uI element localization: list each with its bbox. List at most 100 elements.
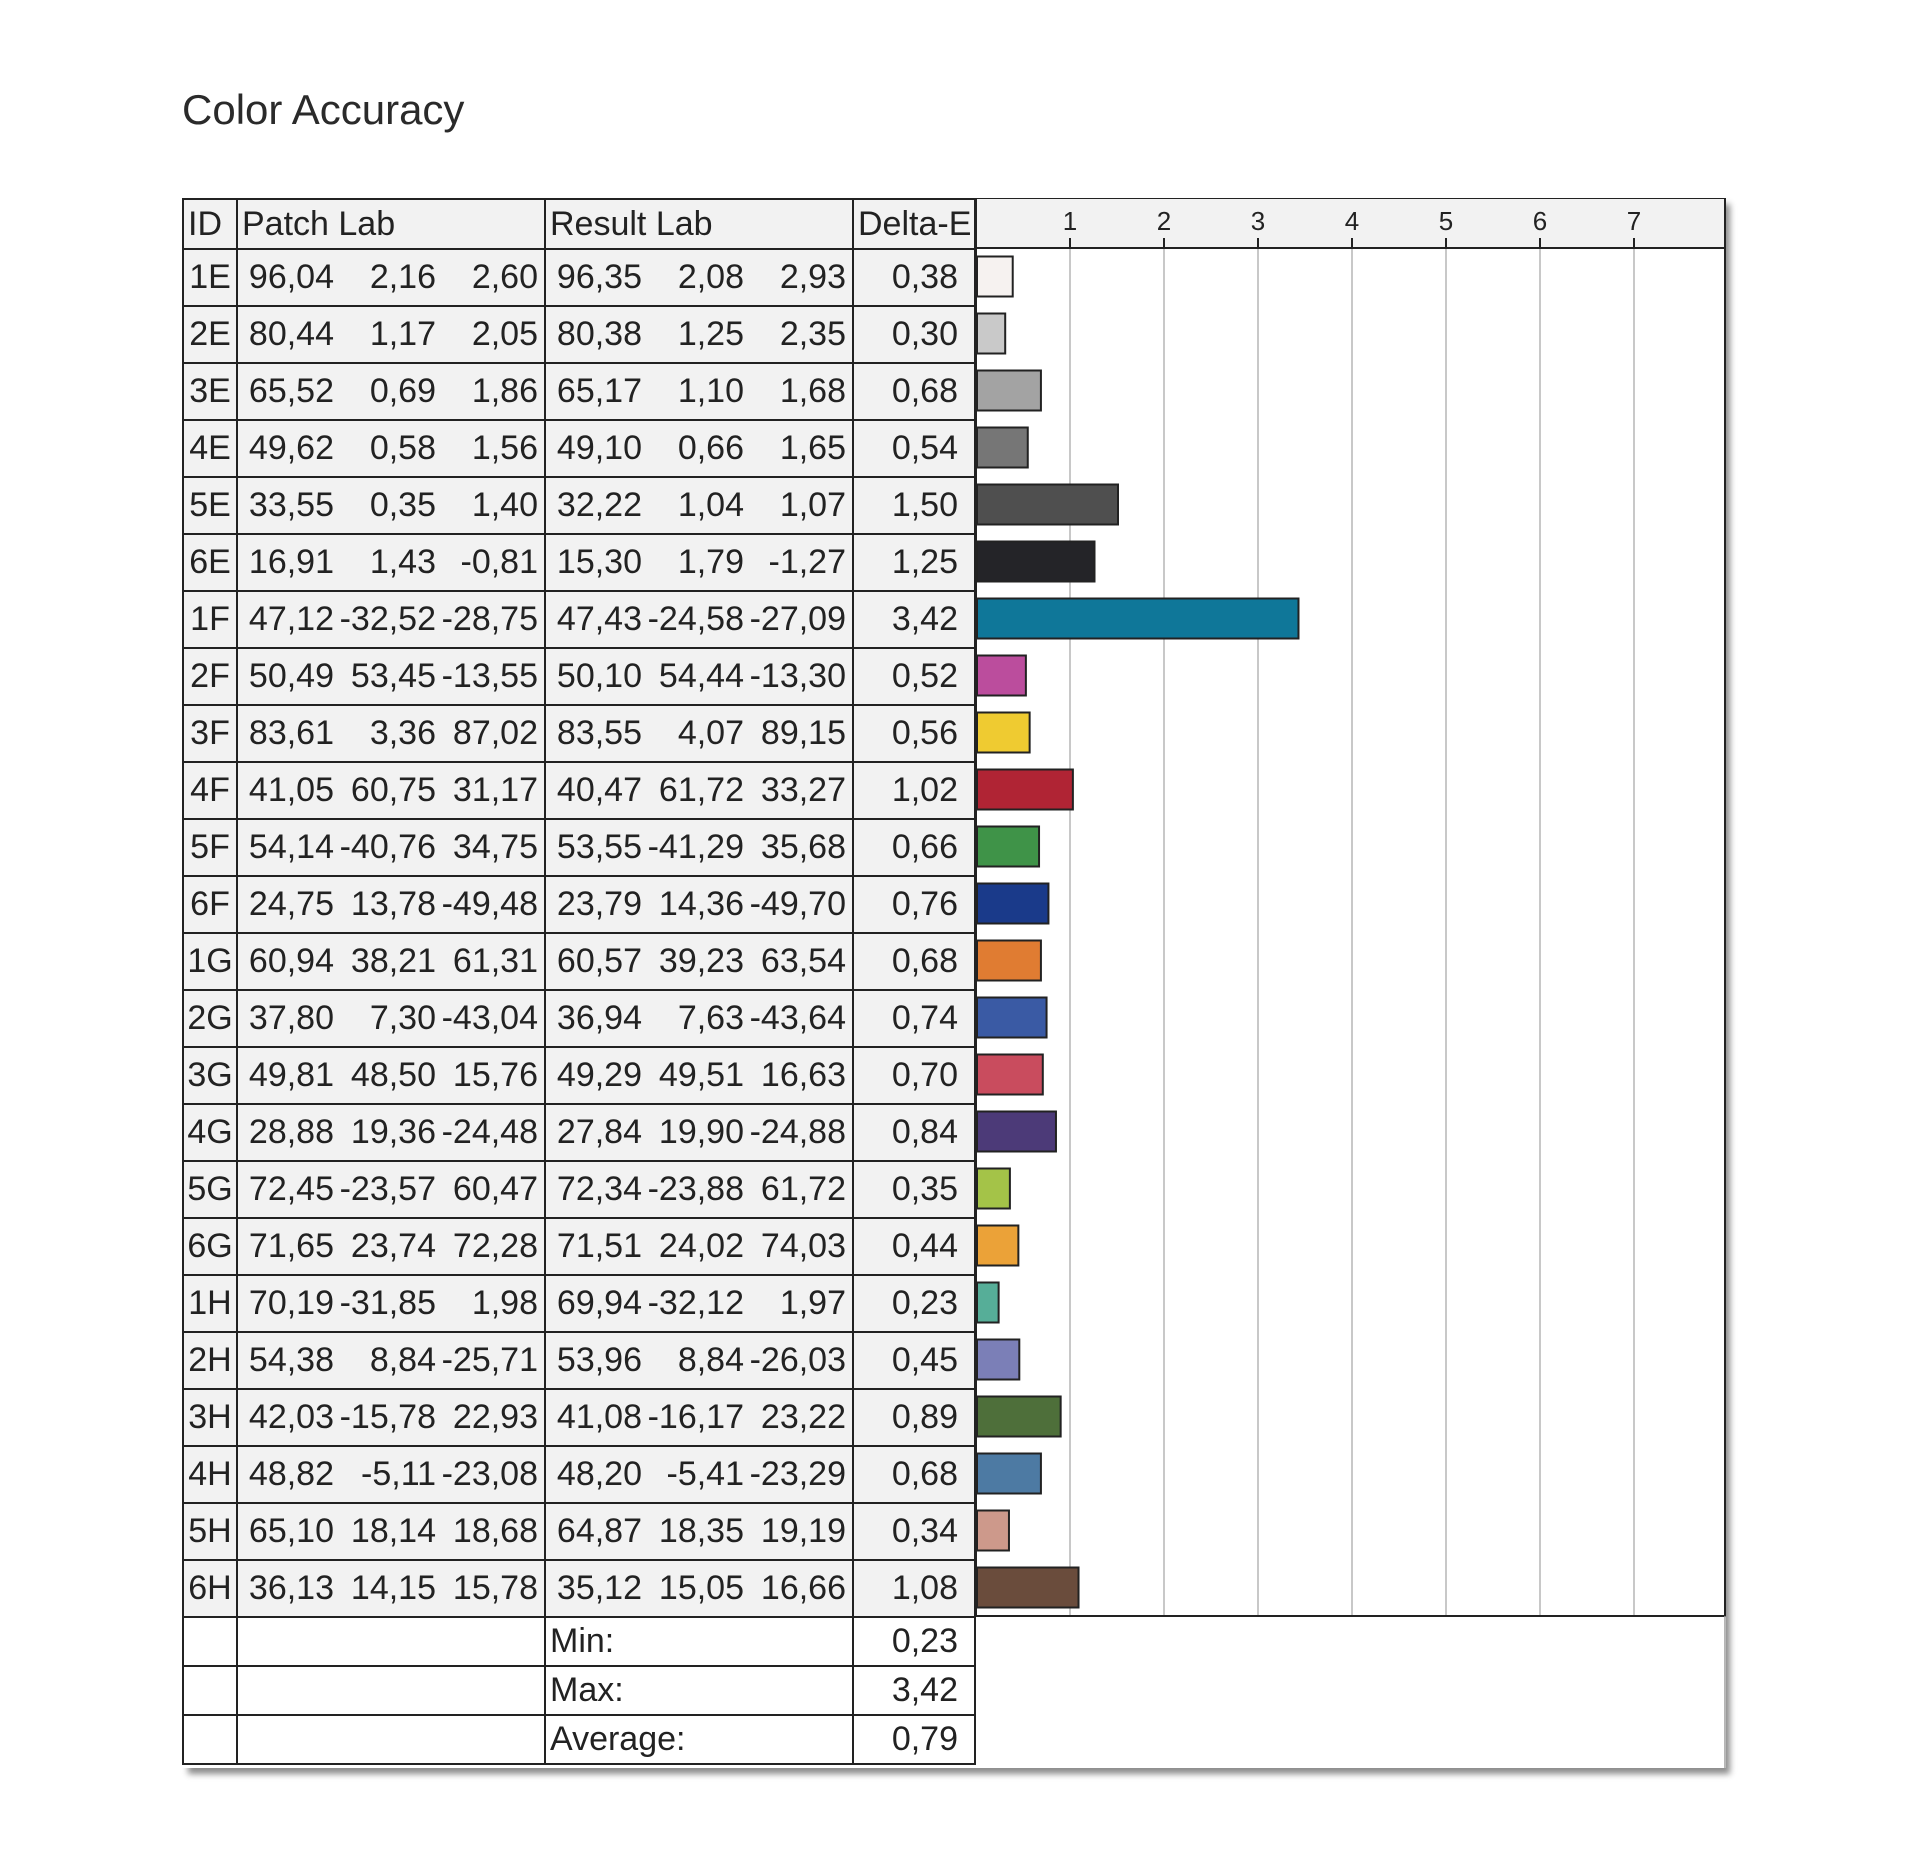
result-lab-value: 16,63 (760, 1056, 846, 1094)
result-lab-value: 53,96 (556, 1341, 642, 1379)
patch-lab-value: 24,75 (248, 885, 334, 923)
patch-lab-values: 50,49 53,45 -13,55 (239, 650, 543, 703)
result-lab-value: 41,08 (556, 1398, 642, 1436)
result-lab-values: 27,84 19,90 -24,88 (547, 1106, 851, 1159)
header-row: ID Patch Lab Result Lab Delta-E (182, 198, 976, 250)
result-lab-values: 96,35 2,08 2,93 (547, 251, 851, 304)
patch-id-cell: 2E (182, 305, 238, 364)
delta-e-bar (976, 1566, 1080, 1609)
patch-lab-value: 0,58 (369, 429, 436, 467)
patch-lab-value: 16,91 (248, 543, 334, 581)
patch-lab-values: 49,62 0,58 1,56 (239, 422, 543, 475)
color-accuracy-table: ID Patch Lab Result Lab Delta-E 1E 96,04 2… (182, 198, 976, 1765)
patch-lab-value: -5,11 (361, 1455, 436, 1493)
header-id: ID (182, 198, 238, 250)
result-lab-value: 15,30 (556, 543, 642, 581)
result-lab-values: 35,12 15,05 16,66 (547, 1562, 851, 1615)
patch-id-cell: 3H (182, 1388, 238, 1447)
tick-label: 4 (1345, 206, 1359, 236)
patch-lab-values: 96,04 2,16 2,60 (239, 251, 543, 304)
patch-lab-value: 0,69 (369, 372, 436, 410)
patch-lab-cell: 80,44 1,17 2,05 (236, 305, 546, 364)
delta-e-cell: 0,84 (852, 1103, 976, 1162)
patch-id-cell: 4H (182, 1445, 238, 1504)
delta-e-bar (976, 312, 1007, 355)
patch-id-cell: 5G (182, 1160, 238, 1219)
result-lab-value: 15,05 (658, 1569, 744, 1607)
patch-lab-values: 41,05 60,75 31,17 (239, 764, 543, 817)
result-lab-value: 1,25 (677, 315, 744, 353)
patch-lab-value: 13,78 (350, 885, 436, 923)
patch-lab-value: 72,45 (248, 1170, 334, 1208)
summary-value: 3,42 (852, 1665, 976, 1716)
result-lab-values: 69,94 -32,12 1,97 (547, 1277, 851, 1330)
patch-lab-values: 71,65 23,74 72,28 (239, 1220, 543, 1273)
patch-lab-value: -24,48 (441, 1113, 538, 1151)
patch-lab-value: 31,17 (452, 771, 538, 809)
delta-e-cell: 1,02 (852, 761, 976, 820)
patch-lab-values: 70,19 -31,85 1,98 (239, 1277, 543, 1330)
patch-lab-value: -23,08 (441, 1455, 538, 1493)
patch-id-cell: 5H (182, 1502, 238, 1561)
patch-lab-value: 54,14 (248, 828, 334, 866)
result-lab-value: -16,17 (647, 1398, 744, 1436)
table-row: 3E 65,52 0,69 1,86 65,17 1,10 1,68 0,68 (182, 362, 976, 421)
patch-lab-value: -0,81 (460, 543, 539, 581)
patch-lab-value: 22,93 (452, 1398, 538, 1436)
delta-e-bar (976, 255, 1014, 298)
result-lab-value: 64,87 (556, 1512, 642, 1550)
chart-title: Color Accuracy (182, 86, 465, 133)
table-row: 4G 28,88 19,36 -24,48 27,84 19,90 -24,88 0,84 (182, 1103, 976, 1162)
patch-lab-value: 1,17 (369, 315, 436, 353)
patch-lab-cell: 48,82 -5,11 -23,08 (236, 1445, 546, 1504)
delta-e-bar (976, 768, 1074, 811)
result-lab-value: 19,19 (760, 1512, 846, 1550)
patch-lab-values: 24,75 13,78 -49,48 (239, 878, 543, 931)
result-lab-values: 41,08 -16,17 23,22 (547, 1391, 851, 1444)
result-lab-value: -23,88 (647, 1170, 744, 1208)
patch-id-cell: 1F (182, 590, 238, 649)
summary-empty-cell (236, 1616, 546, 1667)
patch-id-cell: 3G (182, 1046, 238, 1105)
patch-lab-value: 3,36 (369, 714, 436, 752)
result-lab-value: 53,55 (556, 828, 642, 866)
patch-id-cell: 5E (182, 476, 238, 535)
patch-lab-value: 18,68 (452, 1512, 538, 1550)
patch-lab-value: -13,55 (441, 657, 538, 695)
result-lab-value: 47,43 (556, 600, 642, 638)
table-row: 6E 16,91 1,43 -0,81 15,30 1,79 -1,27 1,25 (182, 533, 976, 592)
patch-id-cell: 3E (182, 362, 238, 421)
patch-lab-value: 37,80 (248, 999, 334, 1037)
result-lab-value: 49,29 (556, 1056, 642, 1094)
summary-empty-cell (182, 1616, 238, 1667)
result-lab-value: 2,08 (677, 258, 744, 296)
patch-lab-value: -23,57 (339, 1170, 436, 1208)
patch-lab-values: 54,38 8,84 -25,71 (239, 1334, 543, 1387)
patch-lab-value: 87,02 (452, 714, 538, 752)
delta-e-bar (976, 540, 1096, 583)
result-lab-value: 4,07 (677, 714, 744, 752)
table-body: 1E 96,04 2,16 2,60 96,35 2,08 2,93 0,38 2E 80,44 1… (182, 248, 976, 1765)
result-lab-cell: 49,29 49,51 16,63 (544, 1046, 854, 1105)
delta-e-cell: 0,56 (852, 704, 976, 763)
patch-lab-value: 60,47 (452, 1170, 538, 1208)
patch-lab-value: -32,52 (339, 600, 436, 638)
delta-e-bar (976, 1167, 1011, 1210)
result-lab-values: 60,57 39,23 63,54 (547, 935, 851, 988)
result-lab-cell: 36,94 7,63 -43,64 (544, 989, 854, 1048)
patch-id-cell: 1E (182, 248, 238, 307)
result-lab-cell: 35,12 15,05 16,66 (544, 1559, 854, 1618)
result-lab-value: 39,23 (658, 942, 744, 980)
delta-e-cell: 0,54 (852, 419, 976, 478)
result-lab-value: 32,22 (556, 486, 642, 524)
result-lab-value: 60,57 (556, 942, 642, 980)
patch-id-cell: 2G (182, 989, 238, 1048)
patch-lab-value: 60,94 (248, 942, 334, 980)
patch-lab-value: 38,21 (350, 942, 436, 980)
patch-id-cell: 2F (182, 647, 238, 706)
table-row: 3F 83,61 3,36 87,02 83,55 4,07 89,15 0,56 (182, 704, 976, 763)
result-lab-values: 49,29 49,51 16,63 (547, 1049, 851, 1102)
delta-e-cell: 0,66 (852, 818, 976, 877)
table-row: 3G 49,81 48,50 15,76 49,29 49,51 16,63 0,70 (182, 1046, 976, 1105)
result-lab-cell: 23,79 14,36 -49,70 (544, 875, 854, 934)
